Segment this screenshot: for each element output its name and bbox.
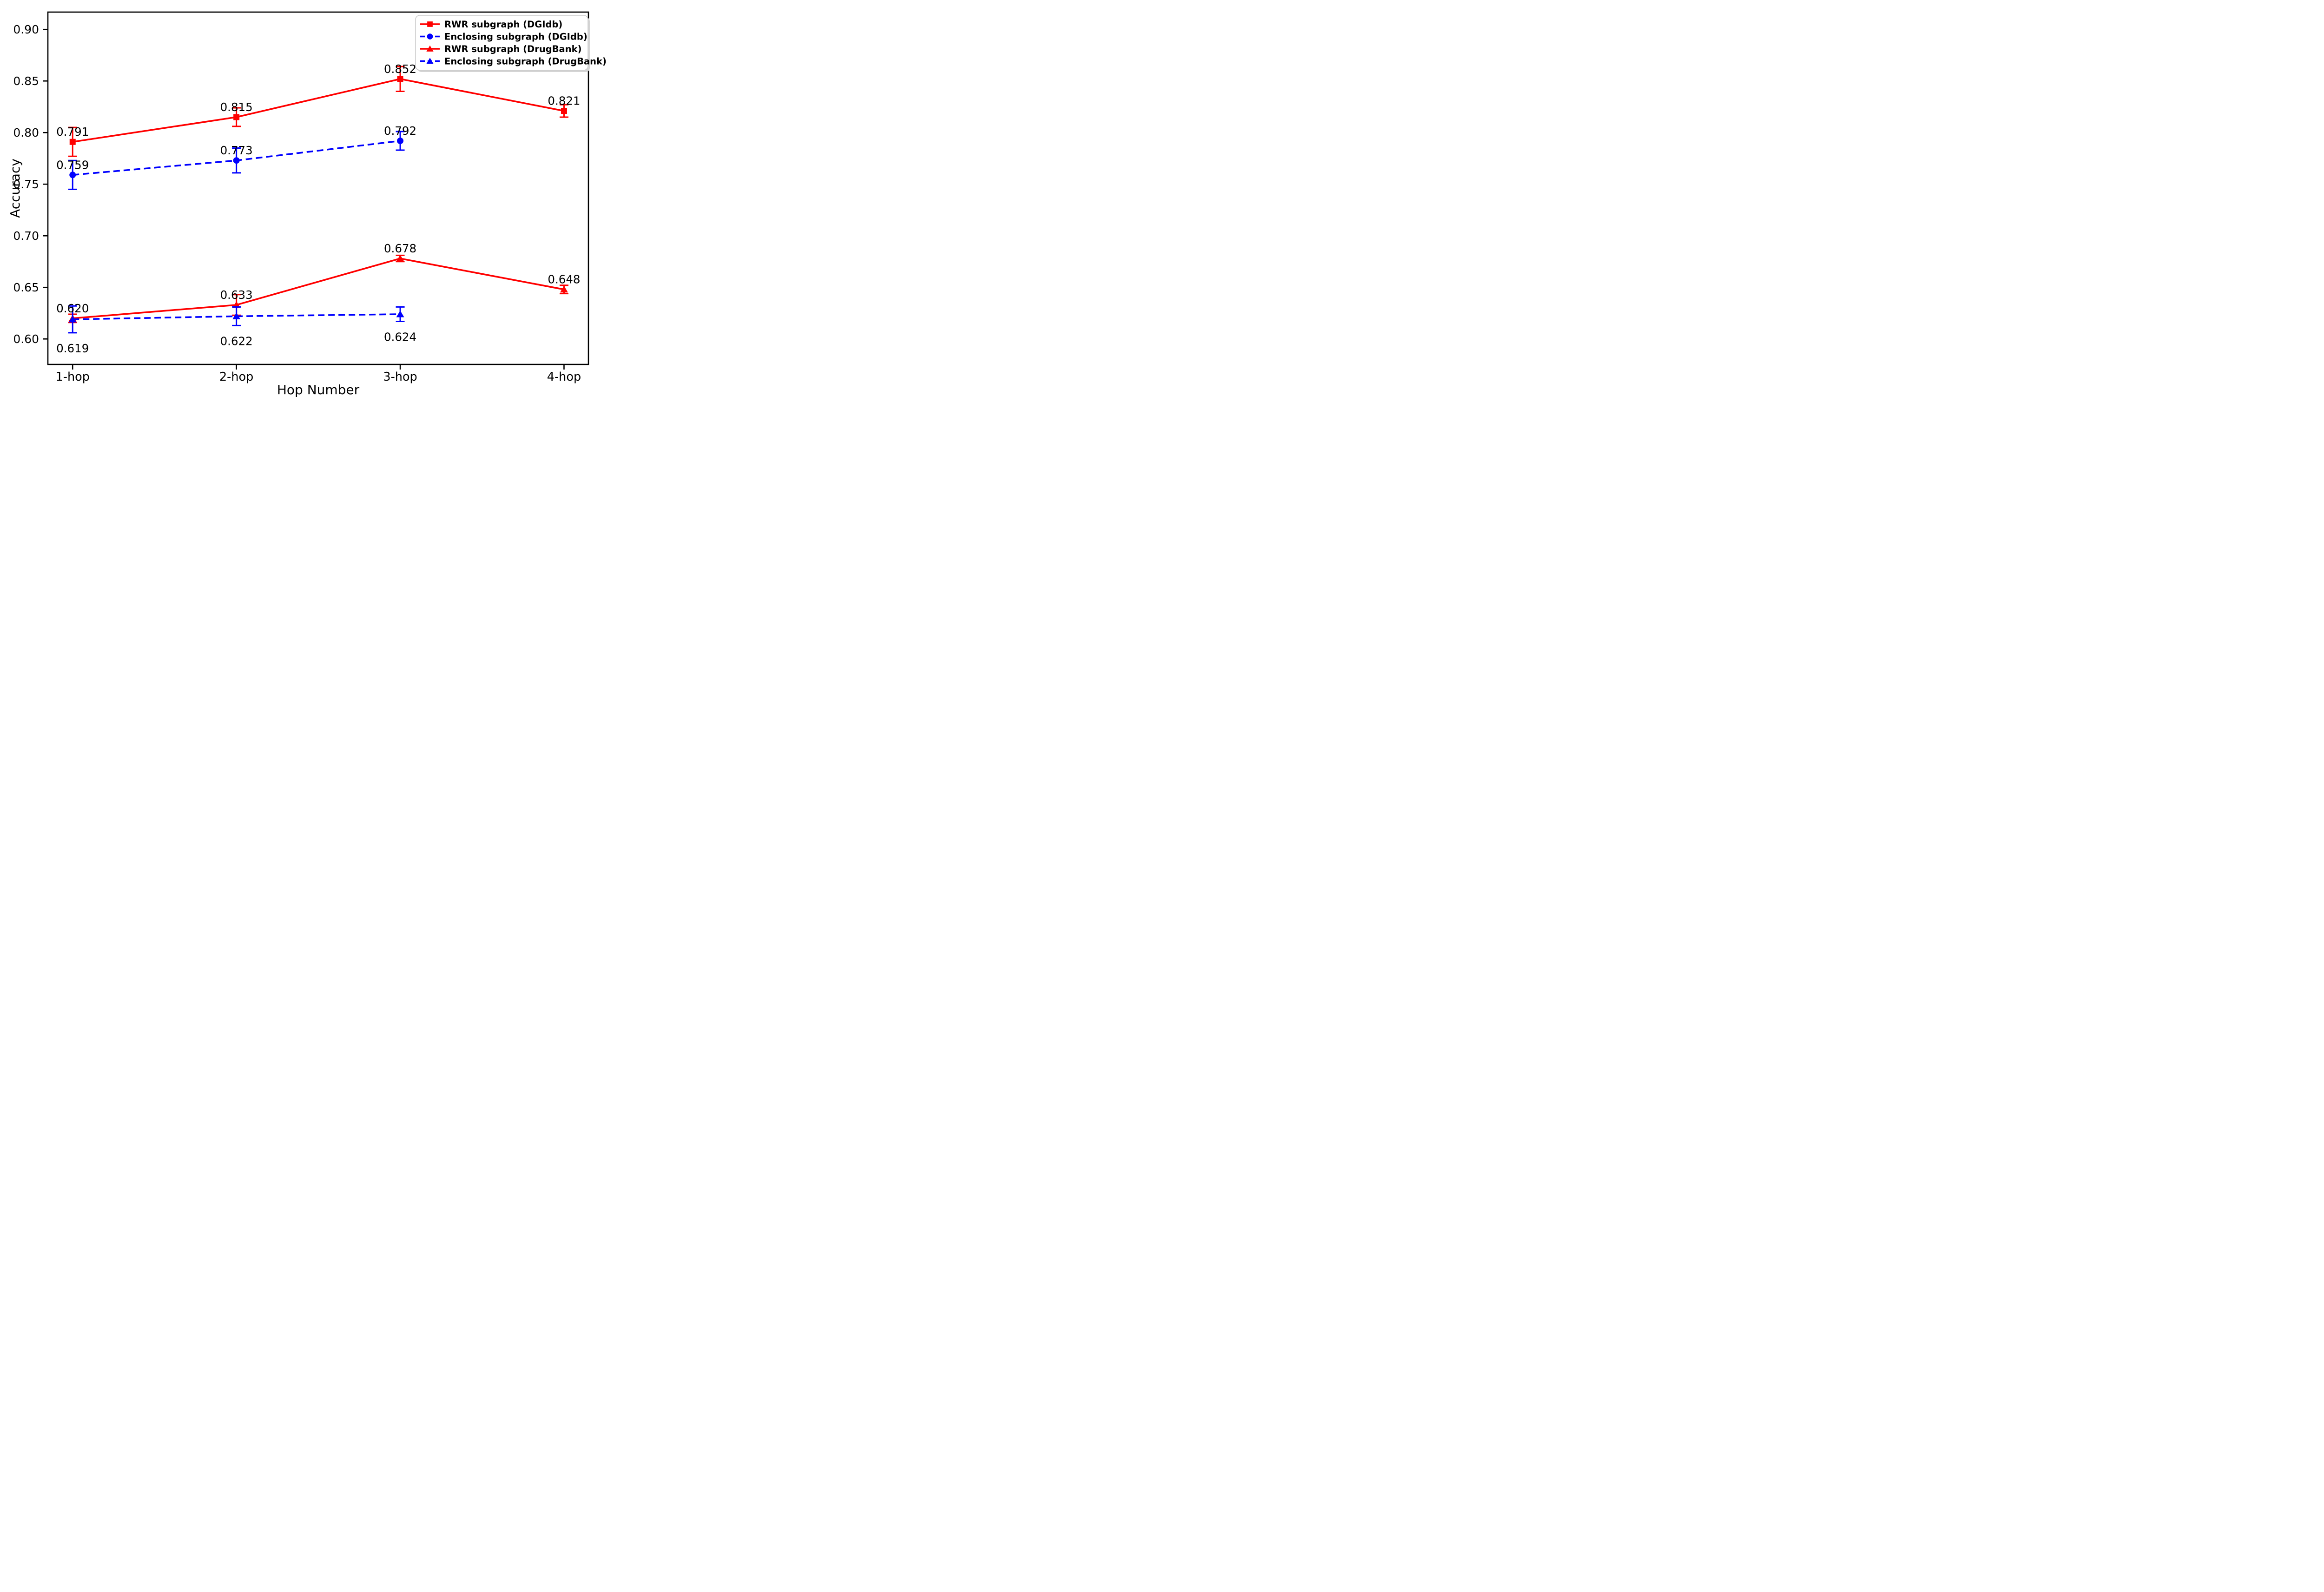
- data-point-marker-triangle: [560, 285, 568, 293]
- value-label: 0.773: [220, 144, 253, 157]
- legend-box: [415, 15, 588, 71]
- legend-item-1: Enclosing subgraph (DGIdb): [420, 31, 588, 42]
- y-tick-label: 0.75: [13, 178, 39, 191]
- data-point-marker-triangle: [426, 58, 434, 64]
- data-point-marker-square: [233, 114, 240, 120]
- accuracy-vs-hop-chart: 0.60 0.65 0.70 0.75 0.80 0.85 0.90 1-hop 2-hop 3-…: [0, 0, 627, 398]
- value-label: 0.792: [384, 124, 416, 138]
- value-label: 0.821: [548, 94, 580, 108]
- legend-label: RWR subgraph (DGIdb): [444, 19, 562, 30]
- value-label: 0.678: [384, 242, 416, 255]
- series-0: [68, 66, 568, 157]
- series-3: [68, 305, 405, 334]
- y-tick-label: 0.90: [13, 23, 39, 36]
- data-point-marker-triangle: [68, 316, 77, 323]
- data-point-marker-triangle: [396, 310, 404, 317]
- data-point-marker-square: [397, 76, 403, 82]
- line-chart-canvas: 0.60 0.65 0.70 0.75 0.80 0.85 0.90 1-hop 2-hop 3-…: [7, 11, 607, 397]
- data-point-marker-square: [561, 108, 567, 114]
- data-point-marker-square: [69, 139, 76, 145]
- legend: RWR subgraph (DGIdb)Enclosing subgraph (…: [415, 15, 607, 72]
- series-line: [73, 258, 564, 319]
- x-tick-label: 2-hop: [219, 370, 253, 384]
- value-label: 0.852: [384, 62, 416, 76]
- value-label: 0.759: [56, 158, 89, 172]
- y-tick-label: 0.70: [13, 229, 39, 243]
- y-tick-label: 0.85: [13, 74, 39, 88]
- data-point-marker-triangle: [232, 312, 241, 319]
- legend-item-2: RWR subgraph (DrugBank): [420, 44, 581, 54]
- y-tick-label: 0.65: [13, 281, 39, 294]
- data-point-marker-circle: [397, 138, 404, 145]
- data-point-marker-square: [427, 21, 433, 27]
- legend-label: Enclosing subgraph (DrugBank): [444, 56, 607, 66]
- series-1: [68, 131, 405, 190]
- value-label: 0.815: [220, 100, 253, 114]
- data-point-marker-triangle: [396, 255, 404, 262]
- legend-item-0: RWR subgraph (DGIdb): [420, 19, 562, 30]
- data-point-marker-triangle: [232, 301, 241, 308]
- value-label: 0.622: [220, 334, 253, 348]
- y-tick-label: 0.60: [13, 332, 39, 346]
- data-point-marker-circle: [233, 157, 240, 164]
- value-label: 0.633: [220, 288, 253, 302]
- x-tick-label: 1-hop: [56, 370, 90, 384]
- value-label: 0.791: [56, 125, 89, 139]
- data-point-marker-triangle: [426, 45, 434, 52]
- value-label: 0.619: [56, 342, 89, 355]
- series-line: [72, 78, 564, 143]
- value-label: 0.624: [384, 330, 416, 344]
- x-axis-title: Hop Number: [277, 382, 360, 397]
- data-point-marker-circle: [69, 172, 76, 178]
- legend-label: Enclosing subgraph (DGIdb): [444, 31, 588, 42]
- legend-label: RWR subgraph (DrugBank): [444, 44, 581, 54]
- y-axis-title: Accuracy: [7, 159, 23, 218]
- value-label: 0.648: [548, 273, 580, 286]
- y-tick-label: 0.80: [13, 126, 39, 139]
- x-tick-label: 3-hop: [383, 370, 417, 384]
- data-point-marker-circle: [427, 33, 433, 40]
- x-tick-label: 4-hop: [547, 370, 581, 384]
- value-label: 0.620: [56, 302, 89, 315]
- legend-item-3: Enclosing subgraph (DrugBank): [420, 56, 607, 66]
